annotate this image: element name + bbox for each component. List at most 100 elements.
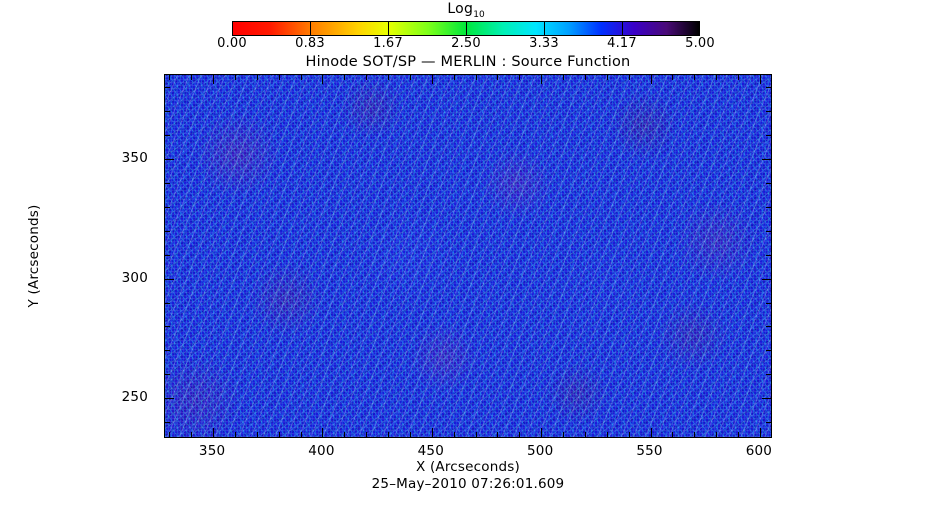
y-tick-label-300: 300: [121, 269, 148, 286]
x-minor-tick-top: [409, 75, 411, 80]
x-tick-label-450: 450: [417, 443, 444, 459]
plot-title: Hinode SOT/SP — MERLIN : Source Function: [305, 54, 631, 70]
x-minor-tick-top: [453, 75, 455, 80]
y-minor-tick: [165, 326, 170, 328]
granulation-bright-points: [165, 75, 771, 437]
x-minor-tick: [738, 432, 739, 437]
x-minor-tick-top: [169, 75, 171, 80]
y-minor-tick: [165, 422, 170, 424]
x-minor-tick: [256, 432, 258, 437]
x-minor-tick: [584, 432, 586, 437]
x-minor-tick-top: [234, 75, 236, 80]
x-major-tick: [431, 428, 433, 437]
colorbar-tick-label-0: 0.00: [217, 36, 247, 51]
y-minor-tick-right: [766, 206, 771, 208]
x-axis-tick-labels: 350 400 450 500 550 600: [164, 443, 772, 459]
y-minor-tick: [165, 206, 170, 208]
x-major-tick: [541, 428, 543, 437]
y-minor-tick-right: [766, 134, 771, 136]
x-minor-tick: [300, 432, 302, 437]
y-major-tick-right: [762, 158, 771, 160]
y-minor-tick-right: [766, 326, 771, 328]
x-minor-tick-top: [278, 75, 280, 80]
y-minor-tick-right: [766, 374, 771, 376]
x-minor-tick: [169, 432, 171, 437]
x-tick-label-550: 550: [636, 443, 663, 459]
x-minor-tick: [278, 432, 280, 437]
x-minor-tick: [388, 432, 390, 437]
y-major-tick-right: [762, 278, 771, 280]
colorbar-tick-label-6: 5.00: [685, 36, 715, 51]
x-minor-tick-top: [366, 75, 368, 80]
x-minor-tick-top: [584, 75, 586, 80]
y-minor-tick: [165, 302, 170, 304]
y-minor-tick: [165, 134, 170, 136]
colorbar-tick-label-5: 4.17: [607, 36, 637, 51]
colorbar[interactable]: [232, 21, 700, 36]
x-minor-tick-top: [563, 75, 565, 80]
x-minor-tick: [453, 432, 455, 437]
y-tick-label-250: 250: [121, 389, 148, 406]
colorbar-gradient: [232, 21, 700, 36]
x-minor-tick-top: [388, 75, 390, 80]
x-minor-tick-top: [716, 75, 718, 80]
footer-timestamp: 25–May–2010 07:26:01.609: [371, 476, 565, 492]
y-major-tick: [165, 278, 174, 280]
y-minor-tick: [165, 182, 170, 184]
x-minor-tick: [344, 432, 346, 437]
x-minor-tick: [716, 432, 718, 437]
y-minor-tick: [165, 230, 170, 232]
x-tick-label-600: 600: [745, 443, 773, 459]
x-minor-tick-top: [256, 75, 258, 80]
intergranular-lane-layer: [165, 75, 771, 437]
x-minor-tick-top: [344, 75, 346, 80]
x-minor-tick-top: [475, 75, 477, 80]
x-minor-tick-top: [738, 75, 739, 80]
colorbar-title-text: Log: [447, 1, 474, 17]
y-axis-tick-labels: 250 300 350: [104, 74, 158, 438]
y-minor-tick-right: [766, 110, 771, 112]
x-tick-label-350: 350: [198, 443, 226, 459]
x-minor-tick-top: [606, 75, 608, 80]
x-major-tick-top: [322, 75, 324, 84]
x-minor-tick-top: [300, 75, 302, 80]
x-minor-tick-top: [519, 75, 521, 80]
colorbar-title-subscript: 10: [473, 9, 485, 20]
x-major-tick-top: [759, 75, 761, 84]
colorbar-tick-labels: 0.00 0.83 1.67 2.50 3.33 4.17 5.00: [200, 37, 732, 51]
colorbar-tick-label-3: 2.50: [451, 36, 481, 51]
y-minor-tick: [165, 350, 170, 352]
colorbar-tick-label-2: 1.67: [373, 36, 403, 51]
heatmap-plot-area[interactable]: [164, 74, 772, 438]
x-minor-tick: [234, 432, 236, 437]
y-tick-label-350: 350: [121, 149, 148, 166]
colorbar-tick-label-1: 0.83: [295, 36, 325, 51]
x-minor-tick: [694, 432, 696, 437]
x-minor-tick-top: [672, 75, 674, 80]
colorbar-tick-label-4: 3.33: [529, 36, 559, 51]
x-minor-tick: [628, 432, 630, 437]
x-axis-label: X (Arcseconds): [416, 459, 520, 475]
x-minor-tick: [519, 432, 521, 437]
x-minor-tick: [366, 432, 368, 437]
granulation-base-layer: [165, 75, 771, 437]
y-minor-tick-right: [766, 422, 771, 424]
y-axis-label: Y (Arcseconds): [26, 204, 42, 308]
x-minor-tick-top: [628, 75, 630, 80]
x-minor-tick: [563, 432, 565, 437]
x-major-tick: [322, 428, 324, 437]
x-minor-tick: [672, 432, 674, 437]
x-minor-tick: [191, 432, 193, 437]
colorbar-title: Log10: [232, 0, 700, 24]
x-minor-tick: [606, 432, 608, 437]
x-major-tick-top: [213, 75, 215, 84]
granulation-speckle-fine: [165, 75, 771, 437]
y-minor-tick: [165, 110, 170, 112]
y-minor-tick: [165, 86, 170, 88]
x-minor-tick: [409, 432, 411, 437]
x-minor-tick: [497, 432, 499, 437]
x-major-tick: [650, 428, 652, 437]
y-major-tick: [165, 398, 174, 400]
granulation-speckle-mid: [165, 75, 771, 437]
y-minor-tick-right: [766, 350, 771, 352]
